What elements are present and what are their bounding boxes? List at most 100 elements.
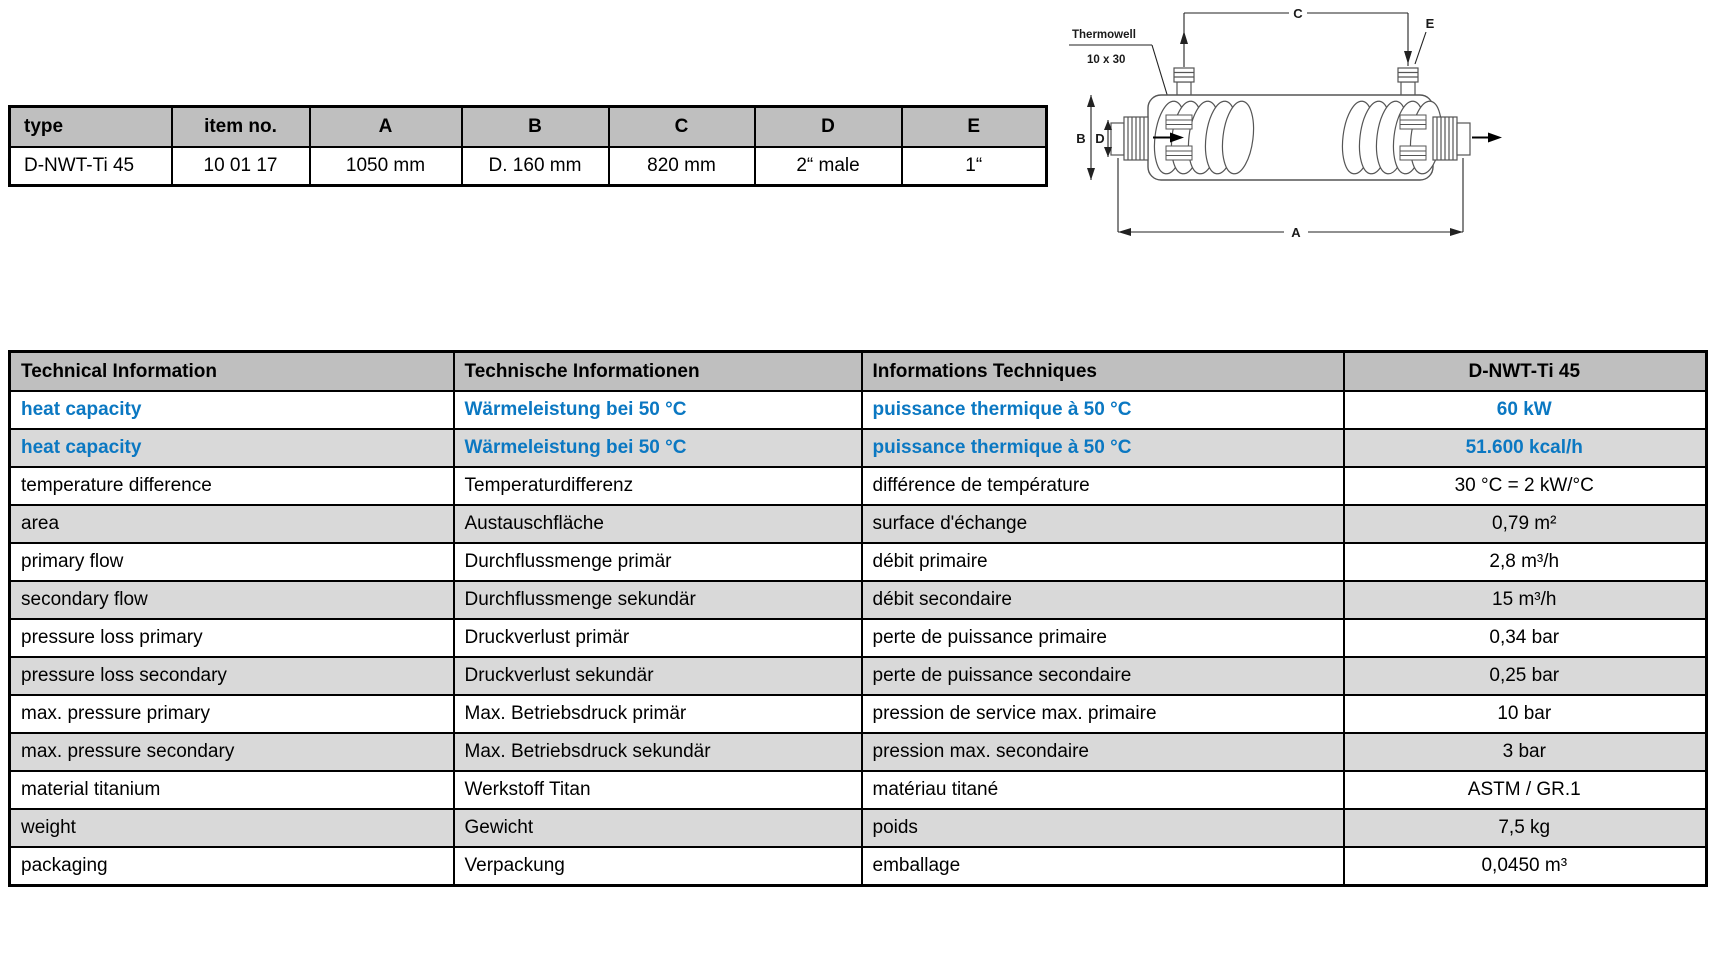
header-technische-informationen: Technische Informationen: [452, 350, 863, 392]
cell-de: Wärmeleistung bei 50 °C: [452, 390, 863, 430]
cell-fr: débit secondaire: [860, 580, 1345, 620]
dim-c-value: 820 mm: [607, 146, 756, 187]
cell-fr: poids: [860, 808, 1345, 848]
cell-fr: pression de service max. primaire: [860, 694, 1345, 734]
cell-de: Werkstoff Titan: [452, 770, 863, 810]
side-connection-right: [1432, 116, 1471, 161]
table-row: secondary flow Durchflussmenge sekundär dé…: [8, 580, 1708, 620]
table-row: heat capacity Wärmeleistung bei 50 °C puis…: [8, 428, 1708, 468]
dim-d-label: D: [1095, 131, 1104, 146]
type-value: D-NWT-Ti 45: [8, 146, 173, 187]
technical-header-row: Technical Information Technische Informa…: [8, 350, 1708, 392]
table-row: primary flow Durchflussmenge primär débit …: [8, 542, 1708, 582]
cell-value: 0,25 bar: [1342, 656, 1708, 696]
cell-value: 60 kW: [1342, 390, 1708, 430]
cell-de: Durchflussmenge primär: [452, 542, 863, 582]
technical-table: Technical Information Technische Informa…: [8, 350, 1708, 887]
dim-d-value: 2“ male: [753, 146, 903, 187]
cell-en: material titanium: [8, 770, 455, 810]
cell-de: Durchflussmenge sekundär: [452, 580, 863, 620]
coil-right: [1341, 100, 1443, 175]
dim-b-value: D. 160 mm: [460, 146, 610, 187]
top-connection-right: [1397, 67, 1419, 98]
flow-arrow-inlet: [1153, 132, 1184, 143]
table-row: pressure loss secondary Druckverlust seku…: [8, 656, 1708, 696]
cell-value: 0,79 m²: [1342, 504, 1708, 544]
dim-a-value: 1050 mm: [308, 146, 463, 187]
cell-fr: perte de puissance primaire: [860, 618, 1345, 658]
cell-value: 2,8 m³/h: [1342, 542, 1708, 582]
cell-value: 15 m³/h: [1342, 580, 1708, 620]
cell-fr: différence de température: [860, 466, 1345, 506]
dimensions-header-row: type item no. A B C D E: [8, 105, 1048, 148]
cell-fr: puissance thermique à 50 °C: [860, 428, 1345, 468]
cell-en: area: [8, 504, 455, 544]
thermowell-label: Thermowell: [1072, 29, 1136, 41]
col-c: C: [607, 105, 756, 148]
table-row: heat capacity Wärmeleistung bei 50 °C puis…: [8, 390, 1708, 430]
dim-c-label: C: [1293, 6, 1303, 21]
cell-fr: débit primaire: [860, 542, 1345, 582]
col-type: type: [8, 105, 173, 148]
cell-en: packaging: [8, 846, 455, 887]
cell-de: Druckverlust primär: [452, 618, 863, 658]
col-a: A: [308, 105, 463, 148]
cell-en: heat capacity: [8, 428, 455, 468]
cell-de: Druckverlust sekundär: [452, 656, 863, 696]
cell-value: 10 bar: [1342, 694, 1708, 734]
cell-en: pressure loss primary: [8, 618, 455, 658]
table-row: weight Gewicht poids 7,5 kg: [8, 808, 1708, 848]
side-connection-left: [1110, 116, 1149, 161]
table-row: area Austauschfläche surface d'échange 0,79…: [8, 504, 1708, 544]
header-informations-techniques: Informations Techniques: [860, 350, 1345, 392]
c-dim-down-arrow: [1404, 51, 1412, 64]
cell-en: temperature difference: [8, 466, 455, 506]
cell-value: 0,0450 m³: [1342, 846, 1708, 887]
cell-fr: pression max. secondaire: [860, 732, 1345, 772]
table-row: max. pressure secondary Max. Betriebsdruc…: [8, 732, 1708, 772]
table-row: pressure loss primary Druckverlust primär…: [8, 618, 1708, 658]
flow-arrow-outlet: [1472, 132, 1502, 143]
col-item-no: item no.: [170, 105, 311, 148]
table-row: max. pressure primary Max. Betriebsdruck …: [8, 694, 1708, 734]
tube-sheet-right: [1399, 114, 1427, 161]
heat-exchanger-diagram: C E Thermowell 10 x 30: [1069, 6, 1502, 240]
cell-fr: puissance thermique à 50 °C: [860, 390, 1345, 430]
cell-en: secondary flow: [8, 580, 455, 620]
cell-de: Verpackung: [452, 846, 863, 887]
cell-value: ASTM / GR.1: [1342, 770, 1708, 810]
header-technical-information: Technical Information: [8, 350, 455, 392]
cell-de: Gewicht: [452, 808, 863, 848]
table-row: material titanium Werkstoff Titan matériau…: [8, 770, 1708, 810]
dim-e-value: 1“: [900, 146, 1048, 187]
cell-fr: matériau titané: [860, 770, 1345, 810]
item-no-value: 10 01 17: [170, 146, 311, 187]
dim-e-label: E: [1426, 16, 1435, 31]
cell-de: Austauschfläche: [452, 504, 863, 544]
cell-en: max. pressure primary: [8, 694, 455, 734]
cell-fr: surface d'échange: [860, 504, 1345, 544]
cell-fr: emballage: [860, 846, 1345, 887]
header-model: D-NWT-Ti 45: [1342, 350, 1708, 392]
dimensions-table: type item no. A B C D E D-NWT-Ti 45 10 0…: [8, 105, 1048, 187]
dimensions-value-row: D-NWT-Ti 45 10 01 17 1050 mm D. 160 mm 8…: [8, 146, 1048, 187]
cell-de: Max. Betriebsdruck sekundär: [452, 732, 863, 772]
col-d: D: [753, 105, 903, 148]
cell-en: heat capacity: [8, 390, 455, 430]
col-b: B: [460, 105, 610, 148]
table-row: packaging Verpackung emballage 0,0450 m³: [8, 846, 1708, 887]
cell-en: pressure loss secondary: [8, 656, 455, 696]
cell-value: 30 °C = 2 kW/°C: [1342, 466, 1708, 506]
tube-sheet-left: [1165, 114, 1193, 161]
dim-a-label: A: [1291, 225, 1301, 240]
cell-en: weight: [8, 808, 455, 848]
cell-value: 0,34 bar: [1342, 618, 1708, 658]
cell-de: Max. Betriebsdruck primär: [452, 694, 863, 734]
c-dim-up-arrow: [1180, 31, 1188, 44]
top-connection-left: [1173, 67, 1195, 98]
cell-en: max. pressure secondary: [8, 732, 455, 772]
cell-en: primary flow: [8, 542, 455, 582]
cell-value: 51.600 kcal/h: [1342, 428, 1708, 468]
thermowell-size-label: 10 x 30: [1087, 54, 1125, 66]
cell-de: Temperaturdifferenz: [452, 466, 863, 506]
